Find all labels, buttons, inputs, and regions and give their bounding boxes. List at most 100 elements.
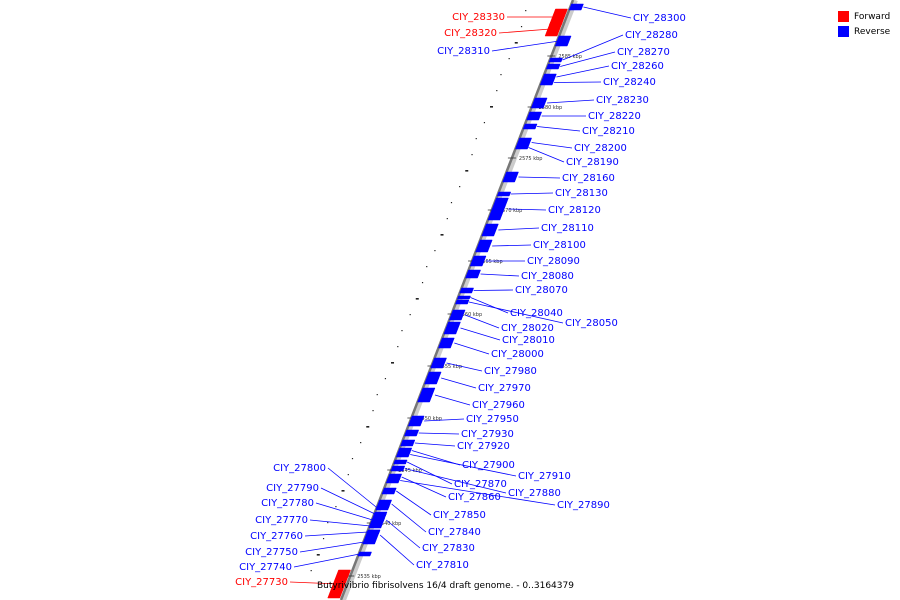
gene-feature[interactable] bbox=[515, 145, 529, 150]
gene-feature[interactable] bbox=[385, 477, 401, 484]
gene-label[interactable]: CIY_27930 bbox=[461, 429, 514, 440]
gene-label[interactable]: CIY_27880 bbox=[508, 488, 561, 499]
gene-feature[interactable] bbox=[526, 111, 543, 121]
gene-feature[interactable] bbox=[448, 309, 466, 321]
gene-feature[interactable] bbox=[496, 191, 512, 197]
gene-label[interactable]: CIY_28320 bbox=[444, 28, 497, 39]
gene-label[interactable]: CIY_28310 bbox=[437, 46, 490, 57]
gene-feature[interactable] bbox=[393, 459, 408, 465]
gene-label[interactable]: CIY_27780 bbox=[261, 498, 314, 509]
gene-label[interactable]: CIY_28020 bbox=[501, 323, 554, 334]
gene-label[interactable]: CIY_27800 bbox=[273, 463, 326, 474]
gene-feature[interactable] bbox=[502, 171, 519, 183]
gene-feature[interactable] bbox=[554, 35, 572, 47]
gene-label[interactable]: CIY_28210 bbox=[582, 126, 635, 137]
gene-label[interactable]: CIY_28010 bbox=[502, 335, 555, 346]
gene-feature[interactable] bbox=[362, 539, 377, 545]
gene-feature[interactable] bbox=[544, 21, 563, 37]
gene-feature[interactable] bbox=[539, 79, 555, 86]
leader-line bbox=[414, 442, 456, 447]
gene-label[interactable]: CIY_27730 bbox=[235, 577, 288, 588]
gene-feature[interactable] bbox=[487, 197, 509, 221]
gene-feature[interactable] bbox=[548, 57, 563, 63]
gene-feature[interactable] bbox=[395, 451, 411, 458]
gene-feature[interactable] bbox=[424, 371, 442, 385]
gene-feature[interactable] bbox=[404, 429, 420, 437]
gene-feature[interactable] bbox=[407, 415, 425, 427]
gene-label[interactable]: CIY_28220 bbox=[588, 111, 641, 122]
gene-label[interactable]: CIY_28330 bbox=[452, 12, 505, 23]
gene-label[interactable]: CIY_28160 bbox=[562, 173, 615, 184]
gene-label[interactable]: CIY_27950 bbox=[466, 414, 519, 425]
gene-label[interactable]: CIY_27860 bbox=[448, 492, 501, 503]
gene-label[interactable]: CIY_27770 bbox=[255, 515, 308, 526]
gene-label[interactable]: CIY_28070 bbox=[515, 285, 568, 296]
gene-label[interactable]: CIY_28100 bbox=[533, 240, 586, 251]
gene-feature[interactable] bbox=[357, 551, 372, 557]
gene-label[interactable]: CIY_27970 bbox=[478, 383, 531, 394]
gene-label[interactable]: CIY_27840 bbox=[428, 527, 481, 538]
gene-feature[interactable] bbox=[469, 255, 487, 267]
gene-feature[interactable] bbox=[481, 223, 499, 237]
gene-label[interactable]: CIY_27980 bbox=[484, 366, 537, 377]
gene-label[interactable]: CIY_28130 bbox=[555, 188, 608, 199]
legend-reverse: Reverse bbox=[838, 24, 890, 39]
gene-feature[interactable] bbox=[438, 337, 455, 349]
gene-label[interactable]: CIY_28110 bbox=[541, 223, 594, 234]
gene-feature[interactable] bbox=[475, 239, 493, 253]
gene-feature[interactable] bbox=[443, 321, 461, 335]
gene-label[interactable]: CIY_28300 bbox=[633, 13, 686, 24]
gene-label[interactable]: CIY_27750 bbox=[245, 547, 298, 558]
gene-label[interactable]: CIY_27920 bbox=[457, 441, 510, 452]
gene-label[interactable]: CIY_27830 bbox=[422, 543, 475, 554]
gene-feature[interactable] bbox=[568, 3, 584, 11]
gene-feature[interactable] bbox=[366, 529, 381, 535]
leader-line bbox=[289, 581, 339, 585]
gene-label[interactable]: CIY_27850 bbox=[433, 510, 486, 521]
gene-feature[interactable] bbox=[530, 97, 548, 109]
gene-label[interactable]: CIY_27790 bbox=[266, 483, 319, 494]
gene-feature[interactable] bbox=[370, 517, 386, 523]
gene-label[interactable]: CIY_27900 bbox=[462, 460, 515, 471]
gene-label[interactable]: CIY_28000 bbox=[491, 349, 544, 360]
gene-label[interactable]: CIY_28090 bbox=[527, 256, 580, 267]
gene-label[interactable]: CIY_28200 bbox=[574, 143, 627, 154]
gene-label[interactable]: CIY_28040 bbox=[510, 308, 563, 319]
gene-label[interactable]: CIY_28270 bbox=[617, 47, 670, 58]
gene-label[interactable]: CIY_27740 bbox=[239, 562, 292, 573]
gene-label[interactable]: CIY_27810 bbox=[416, 560, 469, 571]
gene-feature[interactable] bbox=[400, 439, 416, 447]
gene-label[interactable]: CIY_27910 bbox=[518, 471, 571, 482]
gene-feature[interactable] bbox=[375, 505, 390, 511]
gene-feature[interactable] bbox=[368, 523, 383, 529]
gene-label[interactable]: CIY_28240 bbox=[603, 77, 656, 88]
gene-feature[interactable] bbox=[430, 357, 447, 369]
gene-label[interactable]: CIY_28190 bbox=[566, 157, 619, 168]
gene-feature[interactable] bbox=[465, 269, 481, 279]
gene-feature[interactable] bbox=[522, 123, 538, 130]
gene-feature[interactable] bbox=[381, 487, 397, 495]
gene-label[interactable]: CIY_27760 bbox=[250, 531, 303, 542]
gene-feature[interactable] bbox=[457, 295, 471, 300]
gene-label[interactable]: CIY_27890 bbox=[557, 500, 610, 511]
gene-feature[interactable] bbox=[459, 287, 474, 294]
gene-feature[interactable] bbox=[417, 387, 436, 403]
gene-label[interactable]: CIY_27870 bbox=[454, 479, 507, 490]
gene-feature[interactable] bbox=[455, 299, 470, 305]
leader-line bbox=[460, 327, 501, 341]
gene-feature[interactable] bbox=[327, 569, 351, 599]
gene-label[interactable]: CIY_28260 bbox=[611, 61, 664, 72]
gene-feature[interactable] bbox=[545, 63, 561, 70]
gene-label[interactable]: CIY_28050 bbox=[565, 318, 618, 329]
gene-feature[interactable] bbox=[541, 73, 557, 81]
gene-label[interactable]: CIY_28280 bbox=[625, 30, 678, 41]
gene-label[interactable]: CIY_28120 bbox=[548, 205, 601, 216]
leader-line bbox=[454, 342, 490, 355]
gene-feature[interactable] bbox=[390, 465, 406, 472]
gene-feature[interactable] bbox=[373, 511, 388, 517]
gene-label[interactable]: CIY_28080 bbox=[521, 271, 574, 282]
minor-tick-dot bbox=[490, 106, 494, 108]
gene-label[interactable]: CIY_27960 bbox=[472, 400, 525, 411]
gene-label[interactable]: CIY_28230 bbox=[596, 95, 649, 106]
